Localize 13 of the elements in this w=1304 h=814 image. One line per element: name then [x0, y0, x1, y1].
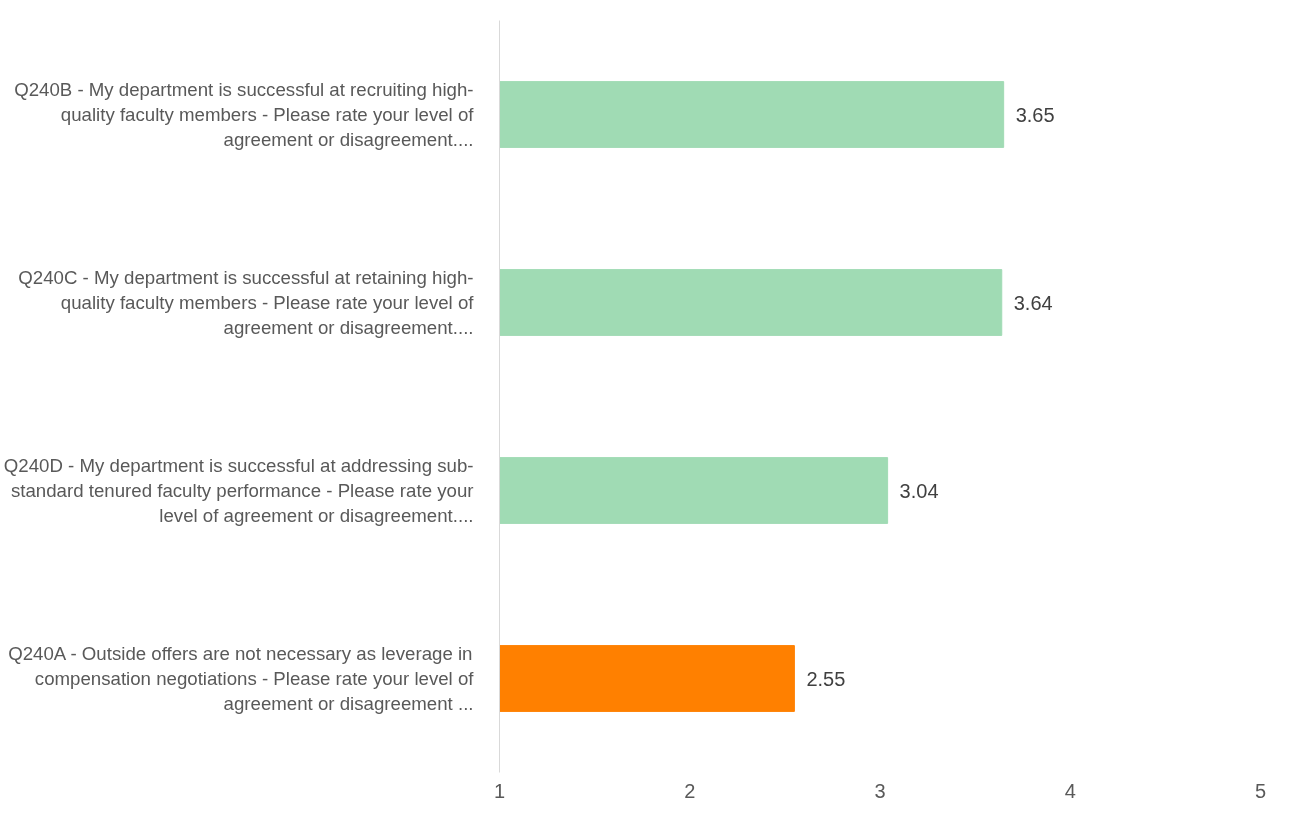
x-tick-label: 4: [1064, 779, 1076, 802]
x-tick-label: 3: [874, 779, 886, 802]
data-label: 2.55: [806, 667, 846, 690]
data-label: 3.65: [1015, 103, 1055, 126]
x-tick-label: 1: [493, 779, 506, 802]
x-tick-label: 5: [1254, 779, 1267, 802]
y-tick-label: Q240B - My department is successful at recruiting high-quality faculty members - Please rate your level of agreement or disagreement....: [14, 78, 475, 151]
x-tick-label: 2: [684, 779, 696, 802]
data-label: 3.04: [899, 479, 939, 502]
y-tick-label: Q240C - My department is successful at retaining high-quality faculty members - Please rate your level of agreement or disagreement....: [18, 266, 475, 339]
y-tick-label: Q240D - My department is successful at addressing sub-standard tenured faculty performance - Please rate your level of agreement or disagreement....: [3, 454, 474, 527]
y-tick-label: Q240A - Outside offers are not necessary as leverage in compensation negotiations - Please rate your level of agreement or disagreement ...: [8, 642, 475, 715]
data-label: 3.64: [1013, 291, 1053, 314]
